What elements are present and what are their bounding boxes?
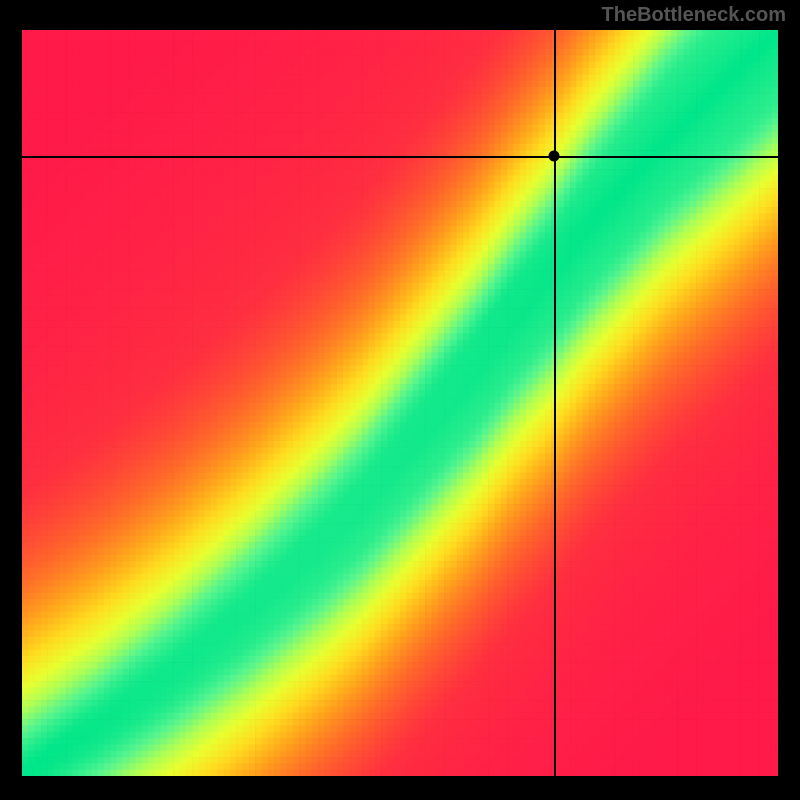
crosshair-vertical [554,30,556,776]
selection-marker [549,151,560,162]
crosshair-horizontal [22,156,778,158]
watermark-text: TheBottleneck.com [602,4,786,27]
bottleneck-heatmap [22,30,778,776]
chart-frame [22,30,778,776]
